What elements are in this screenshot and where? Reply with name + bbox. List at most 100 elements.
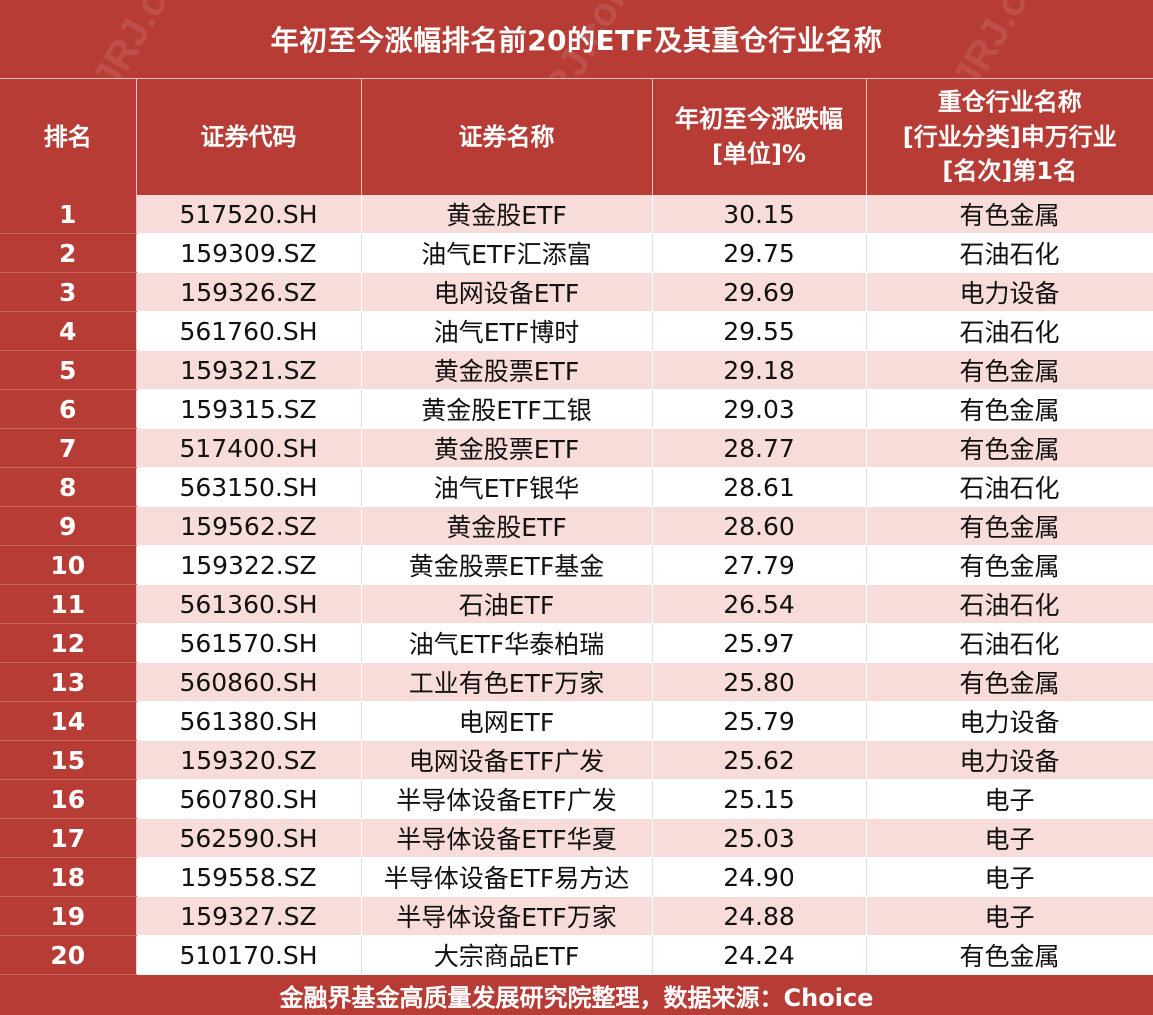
- table-row: 18 159558.SZ 半导体设备ETF易方达 24.90 电子: [0, 857, 1153, 897]
- table-row: 9 159562.SZ 黄金股ETF 28.60 有色金属: [0, 506, 1153, 546]
- change-cell: 29.55: [651, 311, 867, 351]
- industry-cell: 有色金属: [865, 935, 1153, 975]
- name-cell: 黄金股票ETF: [360, 428, 653, 468]
- table-row: 3 159326.SZ 电网设备ETF 29.69 电力设备: [0, 272, 1153, 312]
- industry-cell: 有色金属: [865, 195, 1153, 234]
- industry-cell: 电力设备: [865, 272, 1153, 312]
- code-cell: 159326.SZ: [135, 272, 362, 312]
- name-cell: 黄金股票ETF: [360, 350, 653, 390]
- name-cell: 工业有色ETF万家: [360, 662, 653, 702]
- table-row: 19 159327.SZ 半导体设备ETF万家 24.88 电子: [0, 896, 1153, 936]
- industry-cell: 有色金属: [865, 545, 1153, 585]
- code-cell: 159321.SZ: [135, 350, 362, 390]
- change-cell: 28.77: [651, 428, 867, 468]
- table-row: 13 560860.SH 工业有色ETF万家 25.80 有色金属: [0, 662, 1153, 702]
- code-cell: 562590.SH: [135, 818, 362, 858]
- change-cell: 30.15: [651, 195, 867, 234]
- rank-cell: 18: [0, 857, 137, 897]
- name-cell: 电网ETF: [360, 701, 653, 741]
- header-row: 排名 证券代码 证券名称 年初至今涨跌幅 [单位]% 重仓行业名称 [行业分类]…: [0, 78, 1153, 195]
- rank-cell: 3: [0, 272, 137, 312]
- table-row: 15 159320.SZ 电网设备ETF广发 25.62 电力设备: [0, 740, 1153, 780]
- rank-cell: 5: [0, 350, 137, 390]
- change-cell: 25.79: [651, 701, 867, 741]
- code-cell: 159327.SZ: [135, 896, 362, 936]
- industry-cell: 电力设备: [865, 740, 1153, 780]
- rank-cell: 10: [0, 545, 137, 585]
- table-row: 2 159309.SZ 油气ETF汇添富 29.75 石油石化: [0, 233, 1153, 273]
- name-cell: 黄金股ETF工银: [360, 389, 653, 429]
- code-cell: 159558.SZ: [135, 857, 362, 897]
- industry-cell: 电子: [865, 779, 1153, 819]
- code-cell: 561360.SH: [135, 584, 362, 624]
- industry-cell: 有色金属: [865, 350, 1153, 390]
- industry-cell: 有色金属: [865, 662, 1153, 702]
- rank-cell: 8: [0, 467, 137, 507]
- code-cell: 159309.SZ: [135, 233, 362, 273]
- name-cell: 半导体设备ETF易方达: [360, 857, 653, 897]
- change-cell: 29.18: [651, 350, 867, 390]
- name-cell: 油气ETF汇添富: [360, 233, 653, 273]
- change-cell: 25.97: [651, 623, 867, 663]
- rank-cell: 15: [0, 740, 137, 780]
- header-industry-line2: [行业分类]申万行业: [902, 122, 1117, 151]
- code-cell: 159320.SZ: [135, 740, 362, 780]
- industry-cell: 有色金属: [865, 389, 1153, 429]
- table-row: 7 517400.SH 黄金股票ETF 28.77 有色金属: [0, 428, 1153, 468]
- change-cell: 27.79: [651, 545, 867, 585]
- code-cell: 517400.SH: [135, 428, 362, 468]
- industry-cell: 石油石化: [865, 233, 1153, 273]
- header-change: 年初至今涨跌幅 [单位]%: [651, 78, 867, 195]
- change-cell: 29.03: [651, 389, 867, 429]
- rank-cell: 9: [0, 506, 137, 546]
- rank-cell: 4: [0, 311, 137, 351]
- name-cell: 油气ETF博时: [360, 311, 653, 351]
- industry-cell: 电力设备: [865, 701, 1153, 741]
- name-cell: 电网设备ETF: [360, 272, 653, 312]
- header-change-line2: [单位]%: [712, 140, 806, 168]
- rank-cell: 6: [0, 389, 137, 429]
- rank-cell: 11: [0, 584, 137, 624]
- industry-cell: 电子: [865, 896, 1153, 936]
- industry-cell: 电子: [865, 818, 1153, 858]
- rank-cell: 7: [0, 428, 137, 468]
- industry-cell: 石油石化: [865, 467, 1153, 507]
- header-code: 证券代码: [135, 78, 362, 195]
- rank-cell: 2: [0, 233, 137, 273]
- rank-cell: 17: [0, 818, 137, 858]
- header-industry-line1: 重仓行业名称: [937, 87, 1082, 116]
- change-cell: 29.69: [651, 272, 867, 312]
- table-row: 6 159315.SZ 黄金股ETF工银 29.03 有色金属: [0, 389, 1153, 429]
- table-row: 5 159321.SZ 黄金股票ETF 29.18 有色金属: [0, 350, 1153, 390]
- table-row: 4 561760.SH 油气ETF博时 29.55 石油石化: [0, 311, 1153, 351]
- industry-cell: 电子: [865, 857, 1153, 897]
- code-cell: 159322.SZ: [135, 545, 362, 585]
- header-rank: 排名: [0, 78, 137, 195]
- change-cell: 24.90: [651, 857, 867, 897]
- code-cell: 560860.SH: [135, 662, 362, 702]
- table-row: 14 561380.SH 电网ETF 25.79 电力设备: [0, 701, 1153, 741]
- name-cell: 半导体设备ETF万家: [360, 896, 653, 936]
- change-cell: 24.88: [651, 896, 867, 936]
- name-cell: 黄金股ETF: [360, 506, 653, 546]
- code-cell: 561760.SH: [135, 311, 362, 351]
- table-row: 8 563150.SH 油气ETF银华 28.61 石油石化: [0, 467, 1153, 507]
- industry-cell: 石油石化: [865, 584, 1153, 624]
- table-row: 20 510170.SH 大宗商品ETF 24.24 有色金属: [0, 935, 1153, 975]
- name-cell: 电网设备ETF广发: [360, 740, 653, 780]
- header-change-line1: 年初至今涨跌幅: [675, 105, 843, 134]
- code-cell: 561380.SH: [135, 701, 362, 741]
- code-cell: 510170.SH: [135, 935, 362, 975]
- change-cell: 25.62: [651, 740, 867, 780]
- rank-cell: 1: [0, 195, 137, 234]
- table-row: 17 562590.SH 半导体设备ETF华夏 25.03 电子: [0, 818, 1153, 858]
- table-row: 16 560780.SH 半导体设备ETF广发 25.15 电子: [0, 779, 1153, 819]
- change-cell: 25.03: [651, 818, 867, 858]
- code-cell: 517520.SH: [135, 195, 362, 234]
- change-cell: 28.60: [651, 506, 867, 546]
- name-cell: 半导体设备ETF广发: [360, 779, 653, 819]
- table-row: 1 517520.SH 黄金股ETF 30.15 有色金属: [0, 195, 1153, 234]
- rank-cell: 19: [0, 896, 137, 936]
- rank-cell: 12: [0, 623, 137, 663]
